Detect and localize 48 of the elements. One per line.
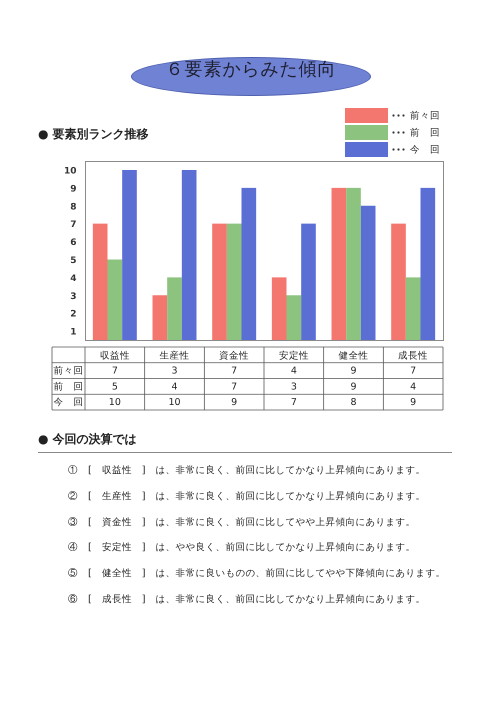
data-label: 4 [171, 381, 178, 392]
text: ⑥ [ 成長性 ] は、非常に良く、前回に比してかなり上昇傾向にあります。 [68, 592, 427, 607]
data-label: 10 [108, 397, 121, 408]
text: ③ [ 資金性 ] は、非常に良く、前回に比してやや上昇傾向にあります。 [68, 516, 417, 530]
data-label: 7 [231, 366, 238, 377]
text: ① [ 収益性 ] は、非常に良く、前回に比してかなり上昇傾向にあります。 [68, 464, 427, 478]
y-tick-label: 5 [70, 256, 76, 266]
x-tick-label: 健全性 [338, 349, 368, 362]
text: 前 回 [54, 381, 84, 392]
data-label: 9 [231, 397, 238, 408]
data-label: 9 [410, 397, 416, 408]
data-label: 4 [290, 366, 297, 377]
y-tick-label: 8 [70, 202, 76, 212]
x-tick-label: 生産性 [160, 349, 190, 362]
x-tick-label: 資金性 [219, 349, 250, 362]
y-tick-label: 7 [70, 220, 76, 230]
data-label: 3 [171, 366, 178, 377]
data-label: 7 [290, 397, 297, 408]
x-tick-label: 成長性 [398, 349, 428, 362]
data-label: 8 [350, 397, 357, 408]
text: ● 今回の決算では [38, 431, 452, 453]
text: ④ [ 安定性 ] は、やや良く、前回に比してかなり上昇傾向にあります。 [68, 541, 417, 556]
legend-label: 今 回 [410, 144, 440, 156]
data-label: 5 [112, 381, 118, 392]
data-label: 7 [112, 366, 118, 377]
x-tick-label: 収益性 [100, 349, 130, 362]
data-label: 7 [231, 381, 238, 392]
text: 今 回 [54, 397, 84, 408]
y-tick-label: 9 [70, 184, 76, 194]
y-tick-label: 2 [70, 310, 76, 320]
data-label: 9 [350, 366, 357, 377]
chart-subtitle: ● 要素別ランク推移 [38, 126, 149, 143]
y-tick-label: 1 [70, 328, 76, 338]
legend-label: 前々回 [410, 110, 440, 122]
data-label: 9 [350, 381, 357, 392]
y-tick-label: 3 [70, 292, 76, 302]
legend-label: 前 回 [410, 126, 440, 138]
text: ⑤ [ 健全性 ] は、非常に良いものの、前回に比してやや下降傾向にあります。 [68, 567, 447, 582]
y-tick-label: 4 [70, 274, 76, 284]
y-tick-label: 10 [64, 166, 76, 176]
data-label: 7 [410, 366, 416, 377]
data-label: 10 [168, 397, 181, 408]
text: 前々回 [54, 366, 84, 377]
data-label: 3 [290, 381, 297, 392]
data-label: 4 [410, 381, 416, 392]
text: ② [ 生産性 ] は、非常に良く、前回に比してかなり上昇傾向にあります。 [68, 490, 427, 504]
y-tick-label: 6 [70, 238, 76, 248]
x-tick-label: 安定性 [278, 349, 309, 362]
